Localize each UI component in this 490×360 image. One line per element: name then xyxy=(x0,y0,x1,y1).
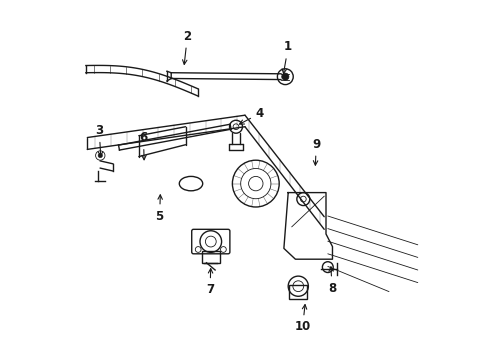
Text: 3: 3 xyxy=(95,124,103,156)
Circle shape xyxy=(98,153,102,158)
Text: 8: 8 xyxy=(328,267,336,294)
Bar xyxy=(289,285,307,299)
Text: 2: 2 xyxy=(183,30,192,64)
Text: 1: 1 xyxy=(282,40,292,73)
Circle shape xyxy=(282,73,289,80)
Text: 6: 6 xyxy=(139,131,147,160)
Text: 7: 7 xyxy=(206,269,214,296)
Text: 5: 5 xyxy=(155,195,164,222)
Bar xyxy=(202,251,220,263)
Text: 9: 9 xyxy=(312,138,320,165)
Text: 10: 10 xyxy=(294,305,311,333)
Text: 4: 4 xyxy=(240,107,264,124)
